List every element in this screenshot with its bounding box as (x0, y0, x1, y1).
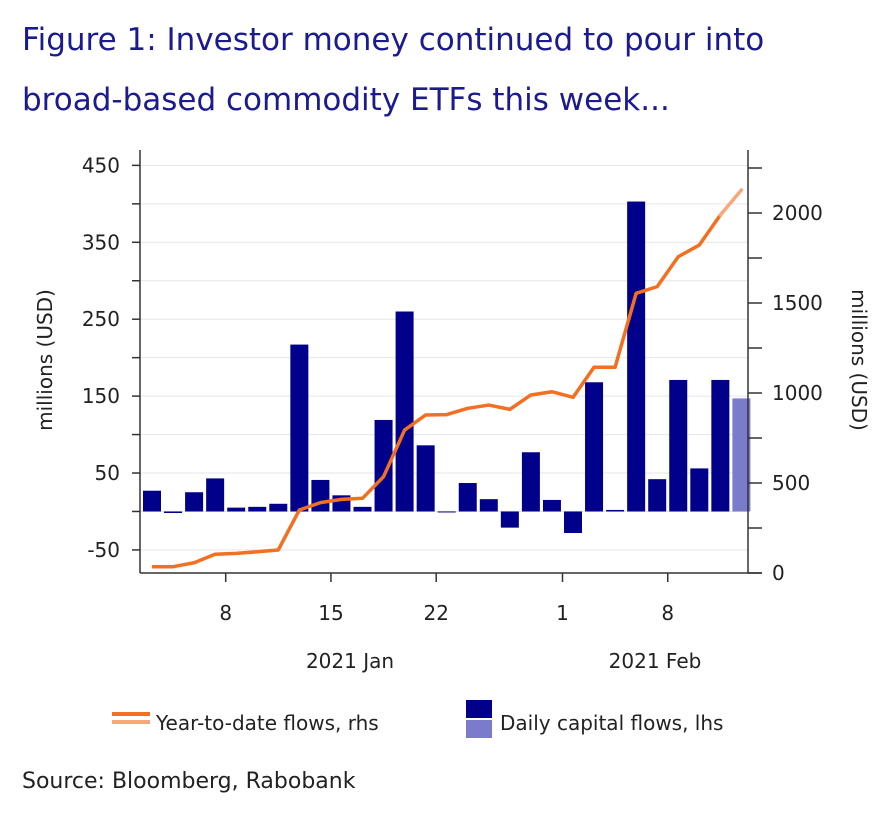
right-tick-label: 1500 (772, 291, 823, 315)
legend-label-daily: Daily capital flows, lhs (500, 711, 723, 735)
bar (669, 379, 688, 512)
bar-series (143, 201, 751, 534)
right-axis-label: millions (USD) (847, 289, 871, 431)
right-tick-label: 0 (772, 561, 785, 585)
source-note: Source: Bloomberg, Rabobank (22, 769, 356, 794)
bar (458, 483, 477, 512)
bar (585, 382, 604, 512)
bar (374, 419, 393, 512)
ytd-flows-line-estimate (718, 188, 744, 217)
bar (500, 511, 519, 528)
left-tick-label: 150 (82, 384, 120, 408)
right-tick-label: 1000 (772, 381, 823, 405)
left-tick-label: 250 (82, 307, 120, 331)
bar (269, 503, 288, 512)
axes (139, 150, 762, 574)
legend-swatch-line-estimate (112, 720, 150, 724)
bar (311, 479, 330, 512)
legend-swatch-bar (466, 700, 492, 718)
bar (521, 452, 540, 512)
bar (185, 492, 204, 512)
bar (479, 499, 498, 512)
x-group-label-feb: 2021 Feb (609, 649, 702, 673)
chart-title-line-1: Figure 1: Investor money continued to po… (22, 22, 764, 58)
bar (164, 511, 183, 514)
bar (227, 507, 246, 512)
x-tick-label: 15 (318, 601, 343, 625)
bar (732, 398, 751, 512)
left-axis-label: millions (USD) (33, 289, 57, 431)
right-tick-label: 500 (772, 471, 810, 495)
legend-swatch-bar-estimate (466, 720, 492, 738)
tick-labels: -50 50 150 250 350 450 0 500 1000 1500 2000 8 15 22 1 8 (82, 153, 823, 625)
x-tick-label: 8 (661, 601, 674, 625)
bar (711, 379, 730, 512)
bar (648, 479, 667, 512)
bar (542, 499, 561, 512)
bar (416, 445, 435, 512)
bar (606, 509, 625, 512)
bar (564, 511, 582, 534)
bar (143, 490, 161, 512)
chart-title-line-2: broad-based commodity ETFs this week... (22, 82, 670, 118)
bar (627, 201, 646, 512)
left-tick-label: 350 (82, 230, 120, 254)
legend-label-ytd: Year-to-date flows, rhs (155, 711, 379, 735)
x-tick-label: 8 (219, 601, 232, 625)
x-tick-label: 1 (556, 601, 569, 625)
left-tick-label: 450 (82, 153, 120, 177)
left-tick-label: 50 (95, 461, 120, 485)
legend-swatch-line (112, 712, 150, 716)
left-tick-label: -50 (87, 538, 120, 562)
x-group-label-jan: 2021 Jan (306, 649, 394, 673)
bar (248, 506, 267, 512)
legend: Year-to-date flows, rhs Daily capital fl… (112, 700, 723, 738)
x-tick-label: 22 (423, 601, 448, 625)
bar (353, 506, 372, 512)
line-series (152, 188, 744, 569)
bar (206, 478, 225, 512)
bar (437, 511, 456, 513)
bar (290, 344, 309, 512)
ytd-flows-line (152, 213, 722, 569)
right-tick-label: 2000 (772, 201, 823, 225)
bar (395, 311, 414, 512)
bar (690, 468, 709, 512)
